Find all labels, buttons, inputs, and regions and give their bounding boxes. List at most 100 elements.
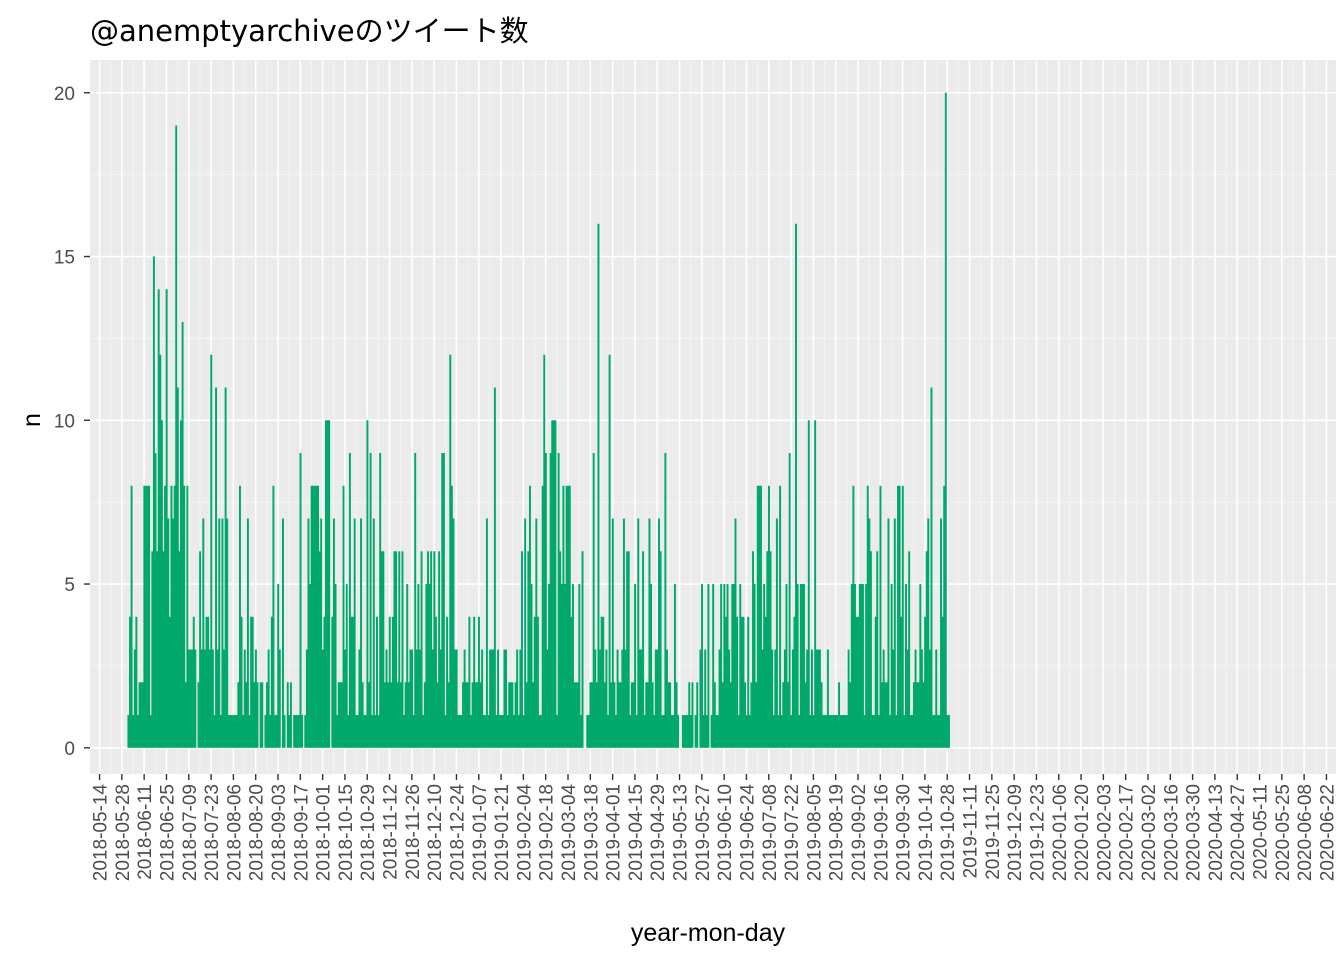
bar — [390, 682, 393, 748]
bar — [492, 649, 495, 748]
bar — [790, 715, 793, 748]
bar — [815, 649, 818, 748]
bar — [750, 682, 753, 748]
bar — [810, 649, 813, 748]
x-tick-label: 2019-05-27 — [693, 784, 714, 881]
bar — [605, 649, 608, 748]
bar — [371, 715, 374, 748]
bar — [556, 715, 558, 748]
bar — [246, 518, 249, 748]
bar — [181, 322, 184, 748]
bar — [184, 682, 187, 748]
bar — [511, 682, 514, 748]
bar — [272, 485, 275, 748]
bar — [922, 682, 925, 748]
bar — [818, 649, 821, 748]
x-tick-label: 2020-01-06 — [1050, 784, 1071, 881]
bar — [928, 649, 931, 748]
bar — [917, 682, 920, 748]
bar — [887, 518, 890, 748]
bar — [736, 616, 739, 748]
bar — [701, 584, 703, 748]
bar — [474, 682, 477, 748]
bar — [152, 256, 155, 748]
x-tick-label: 2020-05-25 — [1273, 784, 1294, 881]
bar — [908, 551, 911, 748]
bar — [465, 682, 468, 748]
bar — [202, 518, 205, 748]
bar — [624, 649, 627, 748]
bar — [782, 682, 785, 748]
bar — [422, 715, 425, 748]
x-tick-label: 2019-01-21 — [492, 784, 513, 881]
bar — [831, 715, 834, 748]
bar — [320, 518, 323, 748]
bar — [137, 715, 139, 748]
bar — [277, 584, 280, 748]
bar — [718, 649, 721, 748]
bar — [296, 715, 299, 748]
bar — [350, 616, 353, 748]
bar — [141, 682, 144, 748]
x-tick-label: 2019-09-30 — [894, 784, 915, 881]
bar — [146, 485, 149, 748]
bar — [157, 289, 160, 748]
bar — [849, 682, 852, 748]
bar — [261, 682, 264, 748]
bar — [133, 649, 136, 748]
bar — [873, 715, 876, 748]
bar — [528, 485, 531, 748]
bar — [165, 289, 168, 748]
bar — [344, 649, 347, 748]
bar — [318, 551, 321, 748]
bar — [775, 518, 778, 748]
bar — [602, 616, 605, 748]
bar — [731, 584, 734, 748]
bar — [767, 485, 770, 748]
bar — [683, 715, 686, 748]
bar — [801, 584, 804, 748]
bar — [238, 485, 241, 748]
bar — [795, 223, 798, 748]
bar — [380, 551, 383, 748]
bar — [597, 223, 600, 748]
bar — [485, 518, 488, 748]
bar — [500, 715, 503, 748]
bar — [317, 485, 319, 748]
bar — [473, 616, 476, 748]
bar — [846, 715, 848, 748]
bar — [477, 616, 480, 748]
x-tick-label: 2019-07-22 — [782, 784, 803, 881]
bar — [704, 649, 707, 748]
bar — [489, 649, 492, 748]
bar — [788, 453, 791, 748]
bar — [626, 551, 629, 748]
bar — [132, 715, 135, 748]
bar — [200, 649, 203, 748]
bar — [455, 649, 458, 748]
bar — [130, 485, 133, 748]
x-tick-label: 2020-02-17 — [1117, 784, 1138, 881]
bar — [162, 551, 165, 748]
bar — [565, 485, 568, 748]
bar — [551, 420, 554, 748]
bar — [294, 715, 297, 748]
bar — [417, 584, 420, 748]
bar — [650, 584, 653, 748]
bar — [685, 715, 688, 748]
bar — [466, 682, 469, 748]
bar — [544, 453, 547, 748]
x-tick-label: 2019-03-18 — [581, 784, 602, 881]
bar — [747, 616, 750, 748]
bar — [854, 584, 856, 748]
bar — [932, 715, 935, 748]
bar — [707, 584, 710, 748]
bar — [635, 715, 638, 748]
x-tick-label: 2019-08-05 — [804, 784, 825, 881]
bar — [828, 715, 831, 748]
bar — [398, 551, 401, 748]
bar — [568, 485, 571, 748]
bar — [138, 682, 141, 748]
x-tick-label: 2019-06-24 — [737, 784, 758, 882]
